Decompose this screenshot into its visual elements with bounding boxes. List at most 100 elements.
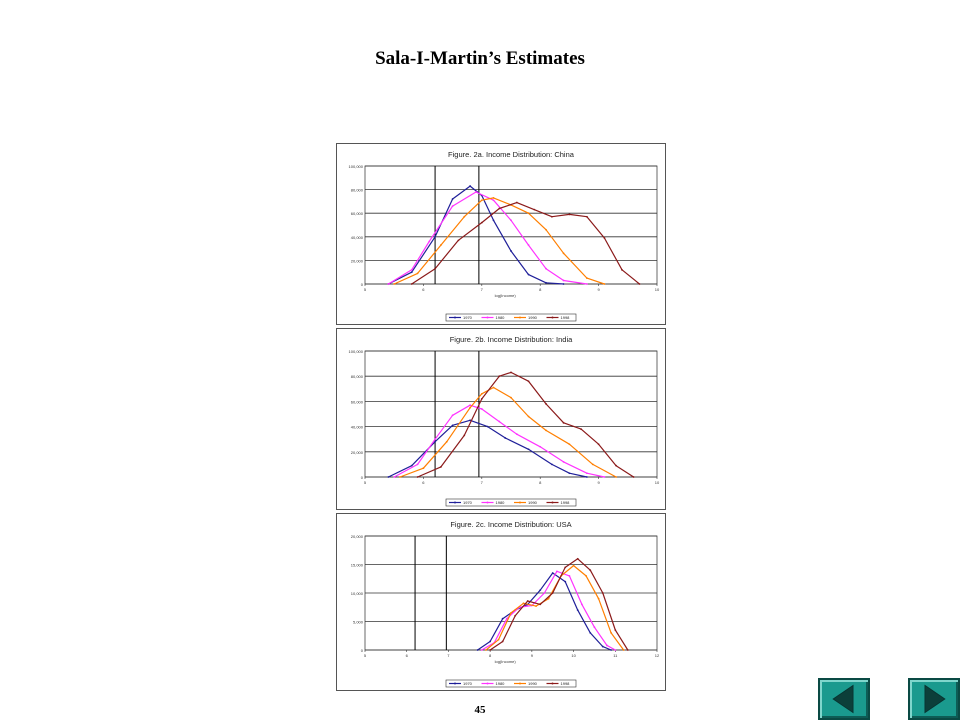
- x-tick-label: 8: [539, 480, 542, 485]
- data-point: [568, 575, 571, 577]
- legend-label: 1980: [496, 315, 506, 320]
- data-point: [416, 463, 419, 466]
- data-point: [387, 476, 390, 478]
- data-point: [489, 649, 492, 651]
- data-point: [568, 472, 571, 475]
- next-slide-button[interactable]: [908, 678, 960, 720]
- data-point: [615, 476, 618, 478]
- y-tick-label: 100,000: [349, 164, 364, 169]
- data-point: [539, 589, 542, 592]
- data-point: [505, 617, 508, 620]
- data-point: [551, 592, 554, 594]
- y-tick-label: 80,000: [351, 188, 364, 193]
- data-point: [463, 215, 466, 218]
- legend-label: 1970: [463, 681, 473, 686]
- data-point: [539, 445, 542, 448]
- data-point: [451, 205, 454, 208]
- data-point: [393, 283, 396, 285]
- y-tick-label: 15,000: [351, 563, 364, 568]
- page-title: Sala-I-Martin’s Estimates: [375, 48, 585, 69]
- y-tick-label: 40,000: [351, 425, 364, 430]
- x-axis-label: log(Income): [495, 293, 517, 298]
- data-point: [469, 404, 472, 407]
- x-tick-label: 7: [447, 653, 450, 658]
- data-point: [498, 420, 501, 423]
- data-point: [522, 602, 525, 605]
- data-point: [550, 463, 553, 466]
- data-point: [480, 221, 483, 224]
- data-point: [562, 279, 565, 282]
- data-point: [498, 375, 501, 378]
- data-point: [480, 649, 483, 651]
- legend-label: 1990: [528, 681, 538, 686]
- data-point: [626, 649, 629, 651]
- data-point: [469, 185, 472, 187]
- data-point: [498, 207, 501, 210]
- data-point: [589, 569, 592, 572]
- data-point: [469, 406, 472, 409]
- x-axis-label: log(Income): [495, 659, 517, 664]
- data-point: [572, 564, 575, 567]
- data-point: [555, 570, 558, 573]
- x-tick-label: 5: [364, 653, 367, 658]
- x-tick-label: 10: [571, 653, 576, 658]
- data-point: [434, 438, 436, 441]
- data-point: [545, 267, 547, 270]
- data-point: [399, 476, 401, 478]
- data-point: [601, 645, 604, 648]
- triangle-right-icon: [924, 684, 946, 714]
- chart-title: Figure. 2a. Income Distribution: China: [448, 150, 575, 159]
- y-tick-label: 10,000: [351, 591, 364, 596]
- x-tick-label: 8: [489, 653, 492, 658]
- data-point: [585, 575, 587, 577]
- data-point: [489, 640, 492, 643]
- data-point: [463, 434, 466, 437]
- data-point: [638, 283, 641, 285]
- y-tick-label: 0: [361, 475, 364, 480]
- data-point: [603, 237, 606, 239]
- data-point: [527, 448, 530, 451]
- data-point: [475, 191, 477, 193]
- data-point: [586, 215, 588, 218]
- data-point: [422, 467, 425, 470]
- data-point: [486, 425, 489, 428]
- x-tick-label: 8: [539, 287, 542, 292]
- data-point: [514, 614, 517, 617]
- legend-label: 1990: [528, 315, 538, 320]
- data-point: [445, 440, 448, 443]
- data-point: [610, 649, 613, 651]
- series-line-1990: [393, 197, 605, 285]
- data-point: [603, 283, 606, 285]
- chart-svg: Figure. 2a. Income Distribution: China 0 2…: [349, 150, 660, 322]
- data-point: [564, 580, 567, 583]
- y-tick-label: 0: [361, 282, 364, 287]
- data-point: [610, 632, 613, 634]
- data-point: [451, 424, 454, 427]
- legend-label: 1998: [561, 315, 571, 320]
- data-point: [480, 392, 483, 395]
- data-point: [510, 250, 512, 252]
- y-tick-label: 60,000: [351, 211, 364, 216]
- data-point: [550, 215, 553, 218]
- previous-slide-button[interactable]: [818, 678, 870, 720]
- data-point: [434, 235, 436, 238]
- y-tick-label: 100,000: [349, 349, 364, 354]
- data-point: [492, 386, 495, 389]
- series-line-1970: [477, 572, 612, 651]
- data-point: [593, 626, 596, 629]
- x-tick-label: 7: [481, 287, 484, 292]
- data-point: [451, 414, 454, 417]
- data-point: [457, 239, 460, 242]
- data-point: [492, 199, 495, 202]
- legend: [445, 679, 577, 688]
- x-tick-label: 6: [406, 653, 409, 658]
- data-point: [545, 403, 547, 405]
- chart-svg: Figure. 2b. Income Distribution: India 0 2…: [349, 335, 660, 507]
- y-tick-label: 20,000: [351, 450, 364, 455]
- data-point: [564, 566, 567, 569]
- legend-label: 1980: [496, 500, 506, 505]
- legend: [445, 498, 577, 507]
- data-point: [535, 605, 537, 608]
- data-point: [576, 609, 579, 611]
- chart-india: Figure. 2b. Income Distribution: India 0 2…: [336, 328, 666, 510]
